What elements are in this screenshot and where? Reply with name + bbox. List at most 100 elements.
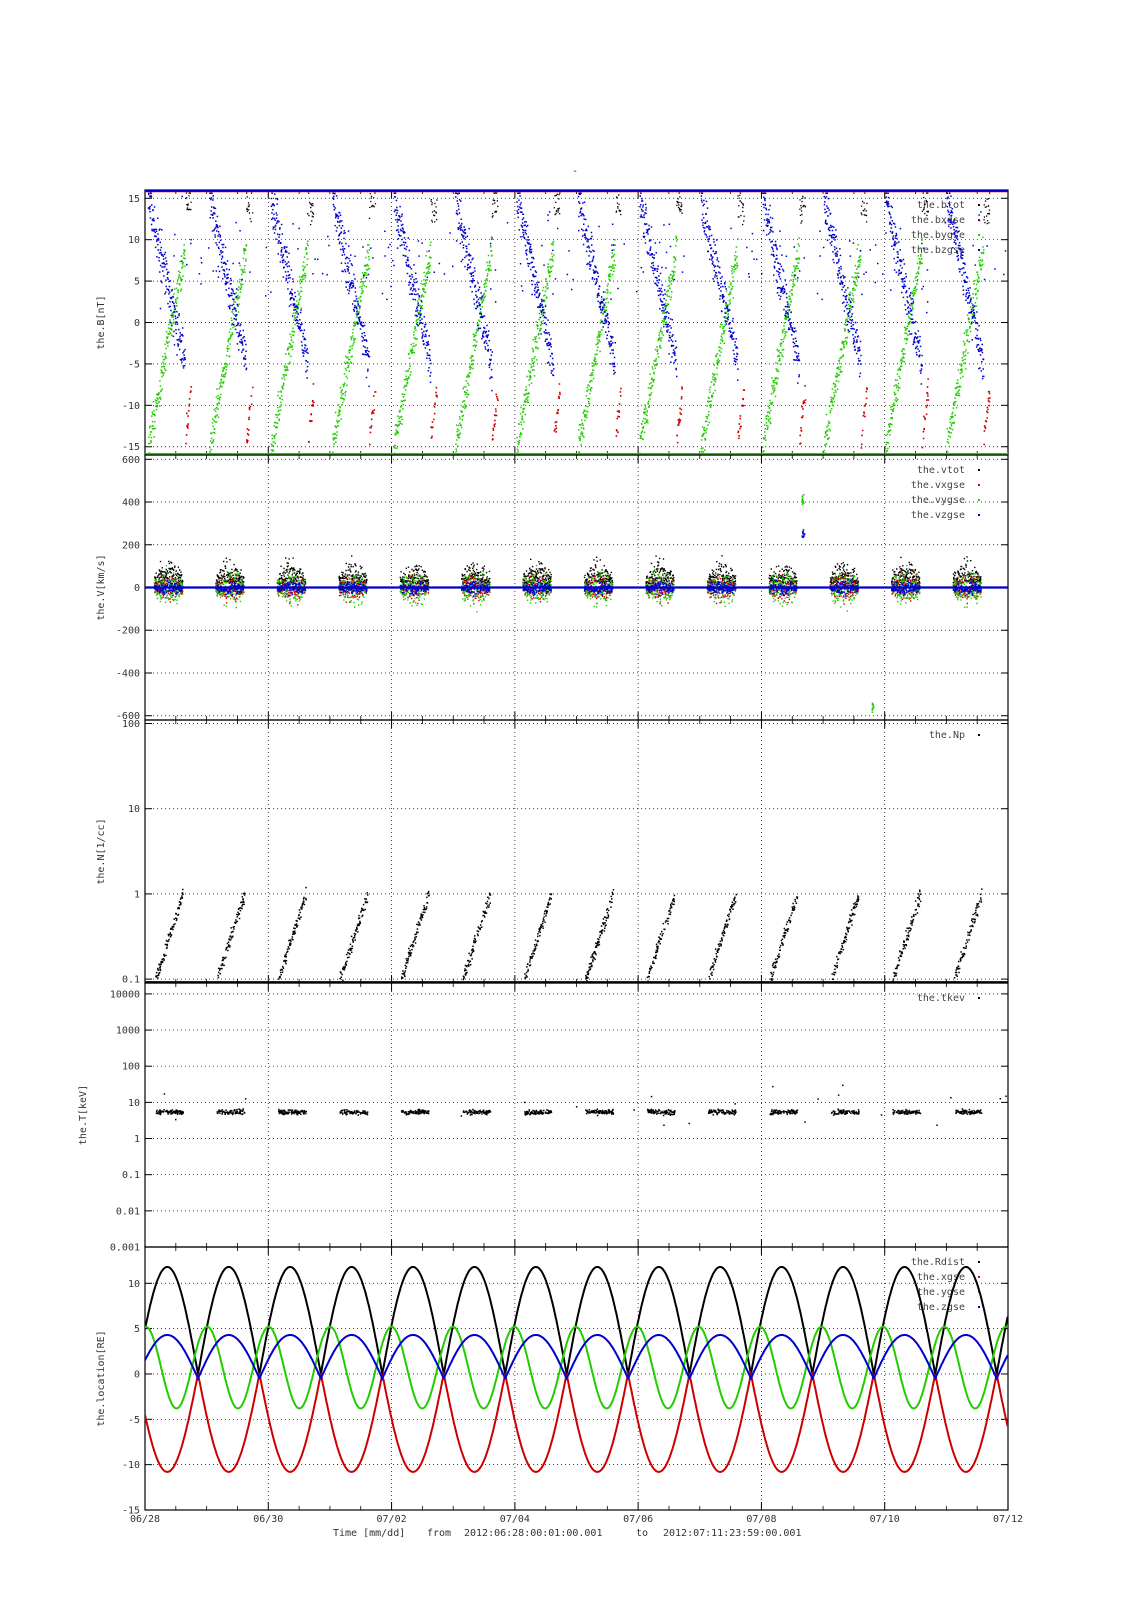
series-points [147, 192, 1008, 392]
series-points [801, 500, 804, 503]
series-line-the-xgse [145, 1370, 1008, 1473]
y-tick-label: 0.001 [110, 1243, 140, 1254]
panel-1-series [145, 190, 1008, 455]
x-tick-label: 07/08 [746, 1514, 776, 1525]
legend-entry-marker [978, 734, 980, 736]
series-line-the-zgse [145, 1334, 1008, 1382]
panel-3-series [145, 886, 1008, 983]
series-points [802, 498, 804, 500]
legend-entry-label: the.Np [929, 730, 965, 741]
legend: the.Np [929, 730, 980, 741]
series-points [803, 494, 805, 496]
panels: -15 -10 -5 0 5 10 15 the.B[nT] the.btot the.bxgse… [78, 189, 1023, 1525]
x-tick-label: 07/10 [870, 1514, 900, 1525]
legend-entry-label: the.vtot [917, 465, 965, 476]
y-axis-label: the.T[keV] [78, 1085, 89, 1145]
y-tick-label: 10 [128, 804, 140, 815]
legend-entry-label: the.zgse [917, 1302, 965, 1313]
y-tick-label: -400 [116, 668, 140, 679]
legend-entry-label: the.vygse [911, 495, 965, 506]
legend-entry-label: the.bygse [911, 230, 965, 241]
y-tick-label: 5 [134, 1324, 140, 1335]
y-axis-label: the.V[km/s] [96, 554, 107, 620]
panel-5-series [145, 1266, 1008, 1473]
series-line-the-Rdist [145, 1266, 1008, 1377]
legend-entry-label: the.bxgse [911, 215, 965, 226]
x-tick-label: 06/30 [253, 1514, 283, 1525]
y-axis-label: the.B[nT] [96, 295, 107, 349]
footer-to-label: to [636, 1528, 648, 1539]
y-tick-label: 0.01 [116, 1206, 140, 1217]
series-points [147, 235, 1008, 454]
y-tick-label: -5 [128, 359, 140, 370]
y-tick-label: 100 [122, 1062, 140, 1073]
footer: Time [mm/dd] from 2012:06:28:00:01:00.00… [333, 1528, 801, 1539]
series-points [803, 533, 806, 536]
legend-entry-marker [978, 997, 980, 999]
legend-entry-label: the.bzgse [911, 245, 965, 256]
legend-entry-label: the.xgse [917, 1272, 965, 1283]
legend-entry-label: the.Rdist [911, 1257, 965, 1268]
series-points [802, 532, 804, 535]
y-tick-label: 600 [122, 455, 140, 466]
x-axis-labels: 06/28 06/30 07/02 07/04 07/06 07/08 07/10 07/12 [130, 1514, 1023, 1525]
legend-entry-marker [978, 484, 980, 486]
y-tick-label: -200 [116, 626, 140, 637]
panel-frame [144, 982, 1009, 1248]
y-tick-label: 10000 [110, 989, 140, 1000]
series-points [872, 706, 875, 708]
y-tick-label: 0 [134, 1369, 140, 1380]
legend: the.vtot the.vxgse the.vygse the.vzgse [911, 465, 980, 521]
legend-entry-marker [978, 204, 980, 206]
series-points [871, 702, 874, 705]
y-tick-label: 15 [128, 194, 140, 205]
y-tick-label: -15 [122, 442, 140, 453]
y-tick-label: 1000 [116, 1026, 140, 1037]
x-tick-label: 06/28 [130, 1514, 160, 1525]
legend-entry-label: the.vzgse [911, 510, 965, 521]
y-tick-label: 10 [128, 1098, 140, 1109]
series-points [801, 496, 804, 498]
panel-4: 0.001 0.01 0.1 1 10 100 1000 10000 the.T[keV] the… [78, 982, 1009, 1254]
y-tick-label: 0.1 [122, 975, 140, 986]
y-tick-label: -10 [122, 1460, 140, 1471]
y-tick-label: 400 [122, 498, 140, 509]
y-tick-label: 0 [134, 583, 140, 594]
series-points [872, 704, 874, 707]
footer-from-value: 2012:06:28:00:01:00.001 [464, 1528, 602, 1539]
x-tick-label: 07/04 [500, 1514, 530, 1525]
series-points [802, 531, 804, 533]
legend-entry-label: the.ygse [917, 1287, 965, 1298]
legend: the.tkev [917, 993, 980, 1004]
legend-entry-label: the.vxgse [911, 480, 965, 491]
legend-entry-marker [978, 469, 980, 471]
panel-frame [144, 189, 1009, 456]
y-axis-label: the.location[RE] [96, 1330, 107, 1426]
figure-title: - [572, 166, 578, 177]
y-tick-label: -15 [122, 1506, 140, 1517]
panel-1: -15 -10 -5 0 5 10 15 the.B[nT] the.btot the.bxgse… [96, 189, 1009, 456]
series-points [153, 568, 982, 606]
y-tick-label: -600 [116, 711, 140, 722]
series-points [802, 502, 805, 504]
y-tick-label: 200 [122, 540, 140, 551]
y-tick-label: 5 [134, 277, 140, 288]
legend-entry-marker [978, 234, 980, 236]
y-tick-label: 0 [134, 318, 140, 329]
series-points [153, 555, 982, 585]
legend: the.btot the.bxgse the.bygse the.bzgse [911, 200, 980, 256]
legend-entry-label: the.btot [917, 200, 965, 211]
series-points [871, 708, 874, 711]
panel-frame [144, 719, 1009, 984]
legend-entry-marker [978, 1261, 980, 1263]
panel-2: -600 -400 -200 0 200 400 600 the.V[km/s] the.vto… [96, 454, 1009, 722]
series-points [153, 564, 982, 613]
series-points [802, 529, 805, 531]
panel-3: 0.1 1 10 100 the.N[1/cc] the.Np [96, 719, 1009, 986]
y-tick-label: 10 [128, 235, 140, 246]
series-points [155, 1084, 1007, 1126]
panel-4-series [155, 1084, 1007, 1126]
footer-to-value: 2012:07:11:23:59:00.001 [663, 1528, 801, 1539]
legend-entry-marker [978, 514, 980, 516]
